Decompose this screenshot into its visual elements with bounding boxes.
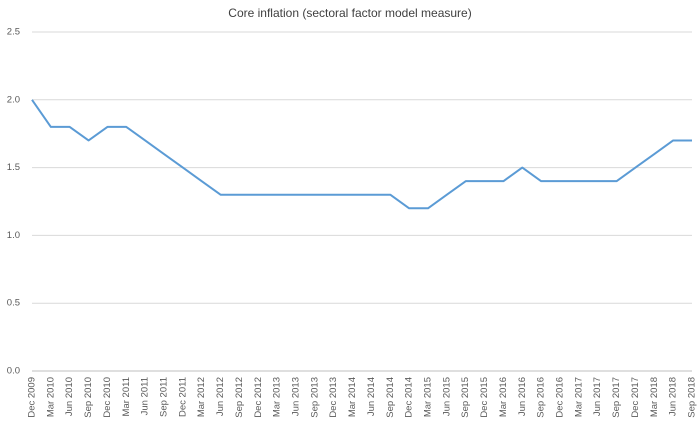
x-tick-label: Mar 2012: [196, 377, 207, 417]
x-tick-label: Sep 2013: [309, 377, 320, 418]
x-tick-label: Dec 2013: [328, 377, 339, 418]
x-tick-label: Jun 2010: [64, 377, 75, 416]
x-tick-label: Mar 2015: [423, 377, 434, 417]
x-tick-label: Sep 2014: [385, 377, 396, 418]
x-tick-label: Sep 2016: [536, 377, 547, 418]
x-tick-label: Mar 2013: [272, 377, 283, 417]
x-tick-label: Jun 2016: [517, 377, 528, 416]
x-tick-label: Dec 2009: [27, 377, 38, 418]
x-tick-label: Mar 2018: [649, 377, 660, 417]
x-tick-label: Mar 2016: [498, 377, 509, 417]
x-tick-label: Dec 2011: [177, 377, 188, 417]
x-tick-label: Sep 2012: [234, 377, 245, 418]
x-tick-label: Jun 2017: [592, 377, 603, 416]
x-tick-label: Sep 2017: [611, 377, 622, 418]
x-tick-label: Dec 2015: [479, 377, 490, 418]
x-tick-label: Jun 2014: [366, 377, 377, 416]
y-tick-label: 2.5: [7, 27, 20, 38]
x-tick-label: Dec 2016: [555, 377, 566, 418]
y-tick-label: 0.0: [7, 366, 20, 377]
x-tick-label: Jun 2015: [441, 377, 452, 416]
x-tick-label: Dec 2012: [253, 377, 264, 418]
x-tick-label: Mar 2017: [573, 377, 584, 417]
x-tick-label: Jun 2011: [140, 377, 151, 415]
x-tick-label: Mar 2014: [347, 377, 358, 417]
y-tick-label: 2.0: [7, 94, 20, 105]
x-tick-label: Jun 2018: [668, 377, 679, 416]
x-tick-label: Dec 2014: [404, 377, 415, 418]
chart-title: Core inflation (sectoral factor model me…: [228, 6, 471, 20]
x-tick-label: Dec 2017: [630, 377, 641, 418]
x-tick-label: Mar 2011: [121, 377, 132, 416]
x-tick-label: Jun 2013: [291, 377, 302, 416]
data-line: [31, 99, 692, 210]
x-tick-label: Sep 2011: [159, 377, 170, 417]
x-tick-label: Jun 2012: [215, 377, 226, 416]
y-tick-label: 1.0: [7, 230, 20, 241]
x-tick-label: Sep 2015: [460, 377, 471, 418]
x-tick-label: Mar 2010: [45, 377, 56, 417]
x-tick-label: Sep 2018: [687, 377, 698, 418]
y-tick-label: 0.5: [7, 298, 20, 309]
y-tick-label: 1.5: [7, 162, 20, 173]
x-tick-label: Sep 2010: [83, 377, 94, 418]
x-tick-label: Dec 2010: [102, 377, 113, 418]
